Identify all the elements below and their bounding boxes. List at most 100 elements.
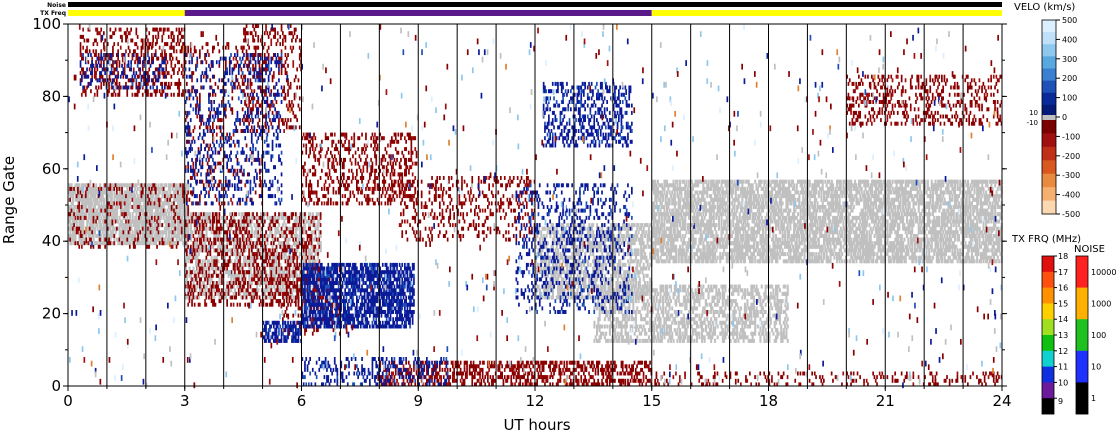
data-cell (95, 190, 98, 195)
data-cell (672, 255, 675, 260)
data-cell (703, 226, 706, 231)
data-cell (174, 197, 177, 202)
data-cell (667, 248, 670, 253)
data-cell (758, 179, 761, 184)
data-cell (158, 219, 161, 224)
data-cell (663, 186, 666, 191)
data-cell (153, 197, 156, 202)
data-cell (710, 223, 713, 228)
data-cell (692, 215, 695, 220)
data-cell (160, 205, 163, 209)
data-cell (786, 244, 789, 249)
data-cell (782, 223, 785, 228)
data-cell (772, 237, 775, 242)
data-cell (75, 183, 78, 188)
data-cell (167, 215, 170, 220)
data-cell (838, 230, 841, 235)
data-cell (859, 248, 862, 253)
data-cell (825, 208, 828, 213)
data-cell (103, 201, 106, 206)
data-cell (68, 226, 71, 231)
data-cell (714, 197, 717, 202)
data-cell (690, 194, 693, 199)
data-cell (824, 234, 827, 238)
data-cell (743, 205, 746, 209)
data-cell (707, 244, 710, 249)
data-cell (760, 194, 763, 199)
data-cell (702, 252, 705, 257)
data-cell (800, 190, 803, 195)
data-cell (156, 186, 159, 191)
data-cell (158, 190, 161, 195)
data-cell (775, 179, 778, 184)
data-cell (169, 183, 172, 188)
data-cell (121, 194, 124, 199)
data-cell (99, 186, 102, 191)
data-cell (737, 255, 740, 260)
data-cell (864, 208, 867, 213)
data-cell (768, 255, 771, 260)
data-cell (78, 212, 81, 217)
data-cell (775, 194, 778, 199)
data-cell (668, 252, 671, 257)
data-cell (784, 244, 787, 249)
data-cell (684, 183, 687, 188)
data-cell (710, 219, 713, 224)
data-cell (177, 226, 180, 231)
data-cell (178, 197, 181, 202)
data-cell (841, 252, 844, 257)
data-cell (664, 197, 667, 202)
data-cell (701, 234, 704, 238)
data-cell (769, 226, 772, 231)
data-cell (116, 194, 119, 199)
data-cell (815, 226, 818, 231)
data-cell (704, 201, 707, 206)
data-cell (788, 190, 791, 195)
data-cell (68, 190, 71, 195)
data-cell (729, 230, 732, 235)
data-cell (911, 248, 914, 253)
data-cell (679, 230, 682, 235)
data-cell (968, 186, 971, 191)
data-cell (679, 244, 682, 249)
data-cell (836, 197, 839, 202)
data-cell (703, 190, 706, 195)
data-cell (671, 241, 674, 246)
data-cell (165, 215, 168, 220)
data-cell (179, 197, 182, 202)
data-cell (132, 219, 135, 224)
data-cell (91, 219, 94, 224)
data-cell (170, 230, 173, 235)
data-cell (140, 237, 143, 242)
data-cell (736, 248, 739, 253)
data-cell (773, 219, 776, 224)
data-cell (768, 248, 771, 253)
data-cell (823, 223, 826, 228)
data-cell (830, 179, 833, 184)
data-cell (751, 212, 754, 217)
data-cell (148, 183, 151, 188)
data-cell (825, 223, 828, 228)
data-cell (143, 183, 146, 188)
data-cell (807, 179, 810, 184)
data-cell (716, 194, 719, 199)
data-cell (737, 201, 740, 206)
data-cell (952, 223, 955, 228)
data-cell (755, 194, 758, 199)
data-cell (803, 237, 806, 242)
data-cell (841, 234, 844, 238)
data-cell (931, 201, 934, 206)
data-cell (153, 234, 156, 238)
data-cell (730, 179, 733, 184)
data-cell (791, 212, 794, 217)
data-cell (688, 179, 691, 184)
data-cell (666, 194, 669, 199)
data-cell (836, 201, 839, 206)
data-cell (889, 215, 892, 220)
data-cell (745, 230, 748, 235)
data-cell (93, 230, 96, 235)
data-cell (122, 194, 125, 199)
data-cell (675, 252, 678, 257)
data-cell (702, 205, 705, 209)
data-cell (156, 215, 159, 220)
